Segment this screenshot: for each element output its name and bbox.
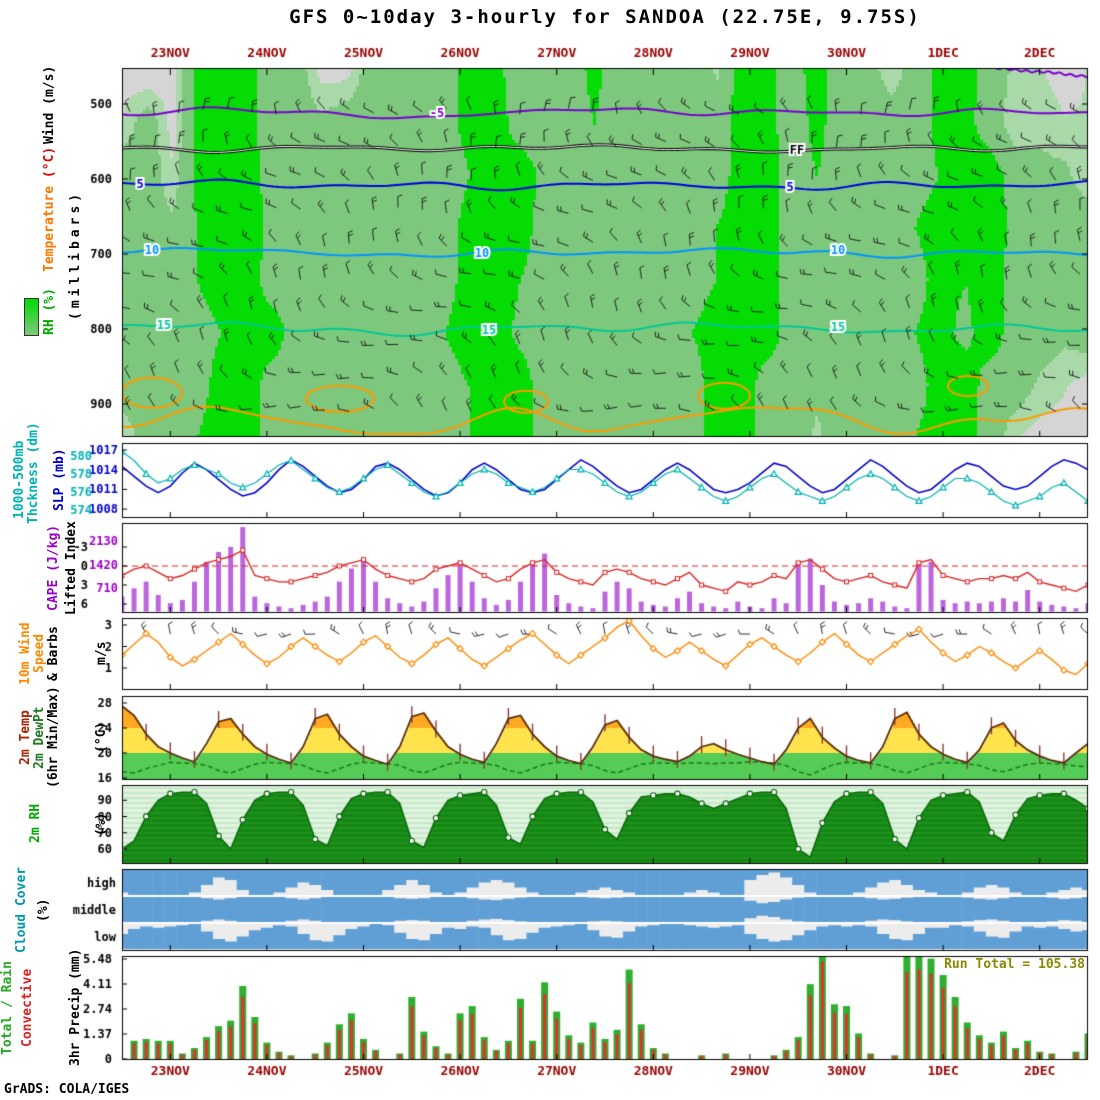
minmax-axis-label: (6hr Min/Max) — [46, 686, 61, 788]
wind10m-axis-label-2: Speed — [32, 633, 47, 673]
cloud-cover-axis-label: Cloud Cover — [14, 866, 29, 953]
rh2m-axis-label: 2m RH — [28, 803, 43, 843]
temp2m-axis-unit: (°C) — [94, 721, 109, 753]
thickness-axis-label-1: 1000-500mb — [12, 440, 27, 519]
rh2m-axis-unit: (%) — [94, 812, 109, 836]
page-title: GFS 0~10day 3-hourly for SANDOA (22.75E,… — [289, 6, 921, 28]
temperature-axis-label-text: Temperature — [42, 178, 57, 272]
rh-colorbar — [24, 298, 39, 336]
wind10m-axis-label-1: 10m Wind — [18, 622, 33, 685]
temperature-axis-unit: (°C) — [42, 146, 57, 179]
rh-axis-label: RH (%) — [42, 288, 57, 335]
millibars-axis-label: (millibars) — [68, 189, 83, 320]
slp-axis-label: SLP (mb) — [52, 448, 67, 511]
precip-axis-label: 3hr Precip (mm) — [68, 948, 83, 1066]
temperature-axis-label: Temperature (°C) — [42, 147, 57, 272]
wind-axis-label: Wind (m/s) — [42, 65, 57, 144]
temp2m-axis-label: 2m Temp — [18, 710, 33, 765]
lifted-index-axis-label: Lifted Index — [64, 521, 79, 615]
precip-convective-axis-label: Convective — [20, 968, 35, 1047]
cape-axis-label: CAPE (J/kg) — [46, 524, 61, 611]
cloud-cover-axis-unit: (%) — [36, 898, 51, 922]
dewpt2m-axis-label: 2m DewPt — [32, 706, 47, 769]
grads-credit: GrADS: COLA/IGES — [4, 1082, 130, 1097]
run-total: Run Total = 105.38 — [944, 957, 1085, 972]
wind10m-axis-label-3: & Barbs — [46, 626, 61, 681]
precip-total-axis-label: Total / Rain — [0, 961, 15, 1055]
wind10m-axis-unit: m/s — [94, 641, 109, 665]
thickness-axis-label-2: Thckness (dm) — [26, 422, 41, 524]
